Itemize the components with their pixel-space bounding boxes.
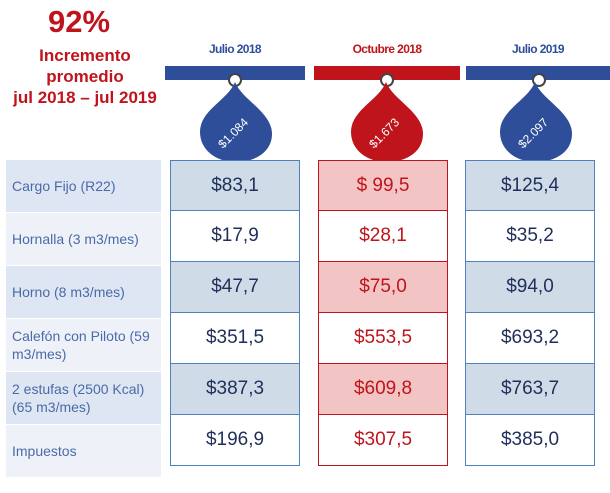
value-cell: $83,1 (170, 160, 300, 211)
column-octubre-2018: $ 99,5 $28,1 $75,0 $553,5 $609,8 $307,5 (318, 160, 448, 466)
row-label: Calefón con Piloto (59 m3/mes) (6, 319, 161, 371)
drop-shape-icon (351, 82, 423, 162)
value-cell: $609,8 (318, 364, 448, 415)
drop-shape-icon (500, 82, 572, 162)
row-label: Impuestos (6, 425, 161, 477)
value-cell: $385,0 (465, 415, 595, 466)
column-header-octubre-2018: Octubre 2018 (352, 42, 422, 56)
column-header-julio-2019: Julio 2019 (511, 42, 565, 56)
value-cell: $351,5 (170, 313, 300, 364)
description-line-2: promedio (46, 67, 124, 86)
total-bubble-julio-2018: $1.084 (192, 78, 278, 164)
value-cell: $17,9 (170, 211, 300, 262)
value-cell: $553,5 (318, 313, 448, 364)
column-julio-2019: $125,4 $35,2 $94,0 $693,2 $763,7 $385,0 (465, 160, 595, 466)
value-cell: $307,5 (318, 415, 448, 466)
value-cell: $28,1 (318, 211, 448, 262)
column-julio-2018: $83,1 $17,9 $47,7 $351,5 $387,3 $196,9 (170, 160, 300, 466)
increase-percent: 92% (47, 4, 111, 39)
increase-description: Incremento promedio jul 2018 – jul 2019 (0, 45, 170, 108)
description-line-1: Incremento (39, 46, 131, 65)
column-header-julio-2018: Julio 2018 (208, 42, 262, 56)
total-bubble-octubre-2018: $1.673 (343, 78, 429, 164)
row-label: Horno (8 m3/mes) (6, 266, 161, 318)
value-cell: $693,2 (465, 313, 595, 364)
row-labels: Cargo Fijo (R22) Hornalla (3 m3/mes) Hor… (6, 160, 161, 478)
value-cell: $35,2 (465, 211, 595, 262)
value-cell: $125,4 (465, 160, 595, 211)
description-line-3: jul 2018 – jul 2019 (13, 88, 157, 107)
value-cell: $196,9 (170, 415, 300, 466)
value-cell: $94,0 (465, 262, 595, 313)
value-cell: $763,7 (465, 364, 595, 415)
value-cell: $75,0 (318, 262, 448, 313)
value-cell: $387,3 (170, 364, 300, 415)
row-label: 2 estufas (2500 Kcal) (65 m3/mes) (6, 372, 161, 424)
value-cell: $ 99,5 (318, 160, 448, 211)
total-bubble-julio-2019: $2.097 (492, 78, 578, 164)
value-cell: $47,7 (170, 262, 300, 313)
row-label: Cargo Fijo (R22) (6, 160, 161, 212)
row-label: Hornalla (3 m3/mes) (6, 213, 161, 265)
drop-shape-icon (200, 82, 272, 162)
